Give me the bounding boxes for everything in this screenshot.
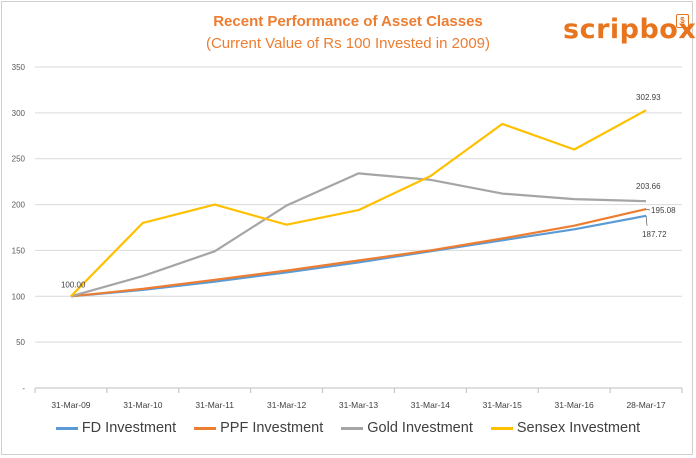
wallet-icon: $ bbox=[676, 14, 689, 28]
legend-swatch bbox=[55, 426, 78, 430]
series-line-gold-investment bbox=[70, 172, 647, 298]
x-tick-label: 31-Mar-11 bbox=[195, 400, 234, 410]
x-tick-label: 28-Mar-17 bbox=[626, 400, 665, 410]
x-tick-label: 31-Mar-14 bbox=[411, 400, 450, 410]
x-tick-label: 31-Mar-10 bbox=[123, 400, 162, 410]
legend-swatch bbox=[194, 426, 217, 430]
y-tick-label: - bbox=[22, 384, 25, 393]
data-label: 100.00 bbox=[61, 280, 86, 289]
label-leader-line bbox=[645, 215, 648, 226]
y-tick-label: 150 bbox=[12, 246, 26, 255]
y-tick-label: 250 bbox=[12, 155, 26, 164]
scripbox-logo: scripbox bbox=[563, 14, 696, 45]
data-label: 203.66 bbox=[636, 182, 661, 191]
legend-item: FD Investment bbox=[55, 420, 177, 436]
legend-label: Gold Investment bbox=[367, 420, 473, 436]
x-tick-label: 31-Mar-09 bbox=[51, 400, 90, 410]
legend-item: Sensex Investment bbox=[490, 420, 641, 436]
x-tick-label: 31-Mar-12 bbox=[267, 400, 306, 410]
legend-label: PPF Investment bbox=[220, 420, 324, 436]
y-tick-label: 300 bbox=[12, 109, 26, 118]
series-line-ppf-investment bbox=[70, 208, 647, 298]
x-tick-label: 31-Mar-15 bbox=[483, 400, 522, 410]
y-tick-label: 100 bbox=[12, 292, 26, 301]
y-tick-label: 350 bbox=[12, 63, 26, 72]
chart-subtitle: (Current Value of Rs 100 Invested in 200… bbox=[205, 35, 491, 52]
legend-label: FD Investment bbox=[81, 420, 177, 436]
data-label: 302.93 bbox=[636, 93, 661, 102]
label-leader-line bbox=[645, 208, 651, 211]
legend-swatch bbox=[490, 426, 513, 430]
x-tick-label: 31-Mar-16 bbox=[555, 400, 594, 410]
x-tick-label: 31-Mar-13 bbox=[339, 400, 378, 410]
legend-item: PPF Investment bbox=[194, 420, 323, 436]
chart-legend: FD Investment PPF Investment Gold Investme… bbox=[0, 420, 696, 436]
chart-title: Recent Performance of Asset Classes bbox=[213, 13, 483, 30]
y-tick-label: 50 bbox=[16, 338, 25, 347]
data-label: 195.08 bbox=[651, 206, 676, 215]
series-line-fd-investment bbox=[70, 214, 647, 298]
legend-item: Gold Investment bbox=[341, 420, 473, 436]
data-label: 187.72 bbox=[642, 230, 667, 239]
legend-label: Sensex Investment bbox=[516, 420, 641, 436]
legend-swatch bbox=[341, 426, 364, 430]
y-tick-label: 200 bbox=[12, 201, 26, 210]
series-line-sensex-investment bbox=[70, 109, 647, 298]
